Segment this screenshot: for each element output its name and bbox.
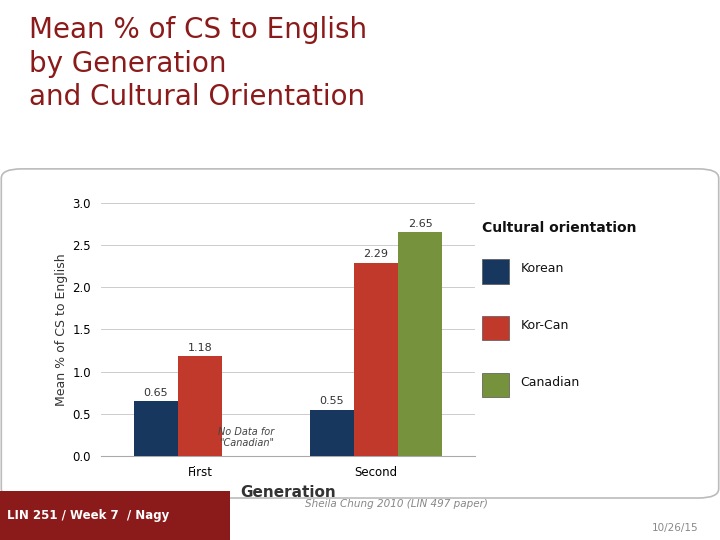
Text: Mean % of CS to English
by Generation
and Cultural Orientation: Mean % of CS to English by Generation an… [29, 16, 367, 111]
X-axis label: Generation: Generation [240, 484, 336, 500]
Text: 2.65: 2.65 [408, 219, 433, 229]
Text: Kor-Can: Kor-Can [521, 319, 569, 332]
Bar [482, 373, 508, 397]
Text: 10/26/15: 10/26/15 [652, 523, 698, 533]
Text: 1.18: 1.18 [187, 343, 212, 353]
Text: 2.29: 2.29 [364, 249, 389, 259]
Text: 27: 27 [639, 33, 682, 62]
Text: LIN 251 / Week 7  / Nagy: LIN 251 / Week 7 / Nagy [7, 509, 169, 522]
Bar [398, 232, 442, 456]
Bar [482, 259, 508, 284]
Y-axis label: Mean % of CS to English: Mean % of CS to English [55, 253, 68, 406]
Bar [310, 410, 354, 456]
Text: Cultural orientation: Cultural orientation [482, 221, 637, 235]
Text: Sheila Chung 2010 (LIN 497 paper): Sheila Chung 2010 (LIN 497 paper) [305, 498, 487, 509]
Text: 0.65: 0.65 [143, 388, 168, 398]
Text: 0.55: 0.55 [320, 396, 344, 407]
Bar [178, 356, 222, 456]
Text: No Data for
"Canadian": No Data for "Canadian" [218, 427, 274, 448]
Bar [0, 491, 230, 540]
Bar [482, 316, 508, 341]
FancyBboxPatch shape [1, 169, 719, 498]
Text: Korean: Korean [521, 262, 564, 275]
Bar [354, 262, 398, 456]
Text: Canadian: Canadian [521, 375, 580, 389]
Bar [134, 401, 178, 456]
